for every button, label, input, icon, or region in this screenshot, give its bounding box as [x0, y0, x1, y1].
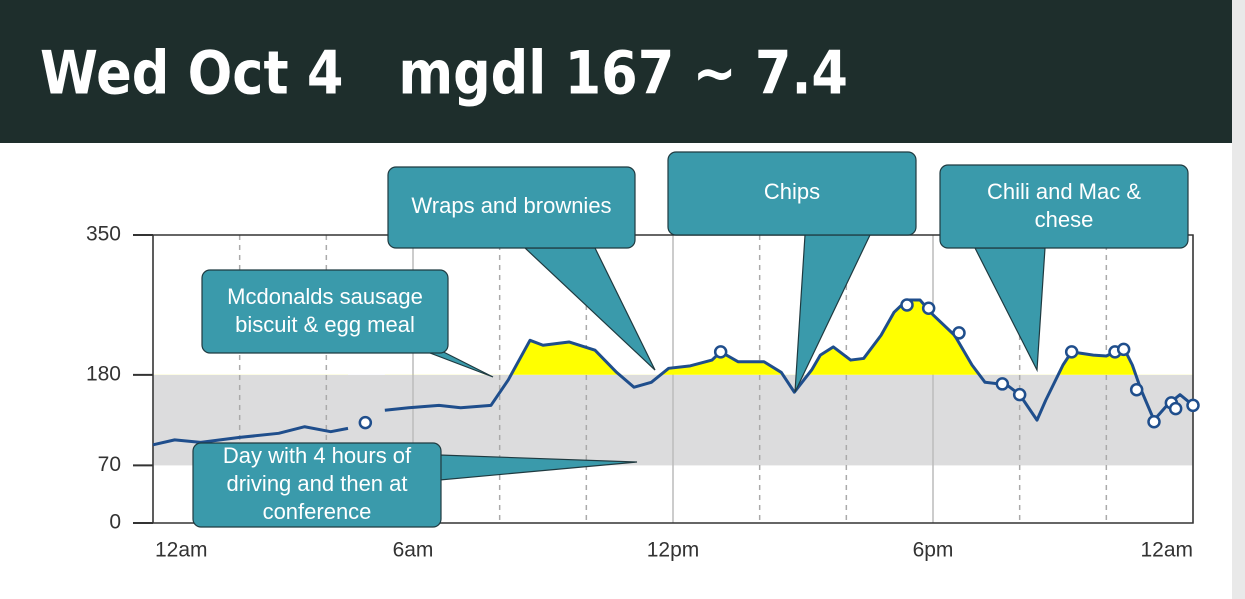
callout-box [667, 151, 917, 236]
callout-text: Chili and Mac & [987, 179, 1141, 204]
callout-text: chese [1035, 207, 1094, 232]
callout-box [201, 269, 449, 354]
reading [1147, 415, 1161, 429]
reading [1116, 342, 1131, 357]
callout-text: conference [263, 499, 372, 524]
side-strip [1232, 0, 1245, 599]
reading [1168, 401, 1183, 416]
x-tick-label: 12am [155, 539, 208, 562]
high-area [511, 300, 1136, 375]
reading [952, 326, 966, 340]
callout-box [939, 164, 1189, 249]
y-tick-label: 0 [109, 511, 121, 534]
plot: 12am 6am 12pm 6pm 12am 0 70 180 350 [86, 223, 1200, 562]
reading [713, 345, 728, 359]
reading [1012, 387, 1027, 402]
x-tick-label: 6pm [913, 539, 954, 562]
reading [1186, 398, 1200, 413]
x-tick-label: 6am [393, 539, 434, 562]
reading [900, 298, 914, 312]
callout-text: Chips [764, 179, 820, 204]
reading [1064, 345, 1079, 359]
callouts: Wraps and brownies Chips Chili and Mac & ch… [192, 151, 1189, 528]
callout-box [192, 442, 442, 528]
slide-title: Wed Oct 4 mgdl 167 ~ 7.4 [40, 39, 848, 109]
callout-text: Mcdonalds sausage [227, 284, 423, 309]
callout-box [387, 166, 636, 249]
glucose-line [152, 298, 1194, 447]
callout-text: Wraps and brownies [411, 193, 611, 218]
callout-text: driving and then at [226, 471, 407, 496]
callout-pointer [974, 247, 1046, 373]
y-tick-label: 180 [86, 362, 121, 385]
y-tick-label: 350 [86, 223, 121, 246]
x-tick-label: 12pm [647, 539, 700, 562]
header-band [0, 0, 1232, 143]
reading [358, 415, 373, 430]
y-tick-label: 70 [98, 453, 121, 476]
callout-text: biscuit & egg meal [235, 312, 415, 337]
x-tick-label: 12am [1140, 539, 1193, 562]
callout-text: Day with 4 hours of [223, 443, 412, 468]
reading [995, 377, 1010, 391]
reading [1129, 382, 1144, 397]
reading [921, 301, 936, 315]
